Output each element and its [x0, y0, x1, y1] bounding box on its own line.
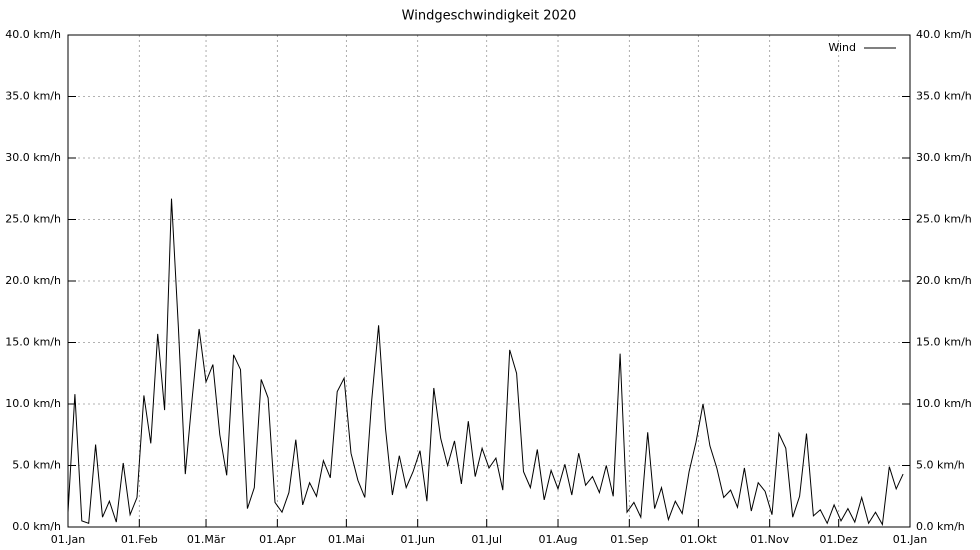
x-tick-label: 01.Feb: [121, 533, 158, 546]
y-tick-label: 0.0 km/h: [12, 520, 61, 533]
x-tick-label: 01.Sep: [610, 533, 648, 546]
y-tick-label: 10.0 km/h: [5, 397, 61, 410]
y2-tick-label: 5.0 km/h: [916, 459, 965, 472]
plot-frame: [67, 34, 911, 528]
x-tick-label: 01.Jan: [51, 533, 85, 546]
data-line: [67, 198, 904, 527]
y-tick-label: 40.0 km/h: [5, 28, 61, 41]
y2-tick-label: 10.0 km/h: [916, 397, 972, 410]
x-tick-label: 01.Jan: [893, 533, 927, 546]
x-tick-label: 01.Jul: [471, 533, 502, 546]
x-tick-label: 01.Nov: [750, 533, 789, 546]
x-tick-label: 01.Mär: [187, 533, 226, 546]
y-tick-label: 15.0 km/h: [5, 336, 61, 349]
x-tick-label: 01.Okt: [680, 533, 718, 546]
x-tick-label: 01.Mai: [328, 533, 365, 546]
y2-tick-label: 40.0 km/h: [916, 28, 972, 41]
y2-tick-label: 25.0 km/h: [916, 213, 972, 226]
x-tick-label: 01.Apr: [259, 533, 296, 546]
x-tick-label: 01.Dez: [819, 533, 858, 546]
x-tick-label: 01.Aug: [539, 533, 578, 546]
y2-tick-label: 0.0 km/h: [916, 520, 965, 533]
y2-tick-label: 30.0 km/h: [916, 151, 972, 164]
legend-label: Wind: [828, 41, 856, 54]
x-tick-label: 01.Jun: [400, 533, 435, 546]
y-tick-label: 35.0 km/h: [5, 90, 61, 103]
chart-title: Windgeschwindigkeit 2020: [402, 9, 577, 24]
y2-tick-label: 20.0 km/h: [916, 274, 972, 287]
y-tick-label: 30.0 km/h: [5, 151, 61, 164]
y2-tick-label: 35.0 km/h: [916, 90, 972, 103]
y-tick-label: 20.0 km/h: [5, 274, 61, 287]
y2-tick-label: 15.0 km/h: [916, 336, 972, 349]
y-tick-label: 5.0 km/h: [12, 459, 61, 472]
y-tick-label: 25.0 km/h: [5, 213, 61, 226]
